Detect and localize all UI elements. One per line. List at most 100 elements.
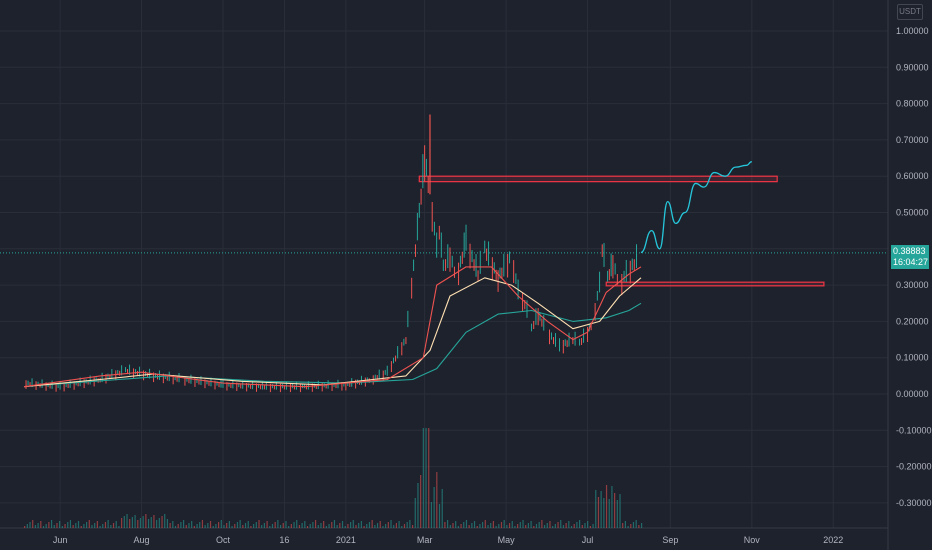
volume-bar bbox=[53, 525, 55, 528]
volume-bar bbox=[239, 520, 241, 528]
volume-bar bbox=[476, 526, 478, 528]
volume-bar bbox=[336, 525, 338, 528]
volume-bar bbox=[616, 500, 618, 528]
volume-bar bbox=[457, 526, 459, 528]
volume-bar bbox=[182, 520, 185, 528]
volume-bar bbox=[226, 523, 228, 528]
volume-bar bbox=[45, 524, 47, 528]
volume-bar bbox=[24, 526, 26, 528]
volume-bar bbox=[67, 522, 69, 528]
volume-bar bbox=[328, 524, 330, 528]
volume-bar bbox=[255, 522, 257, 528]
volume-bar bbox=[215, 524, 217, 528]
volume-bar bbox=[296, 520, 298, 528]
x-tick-label: 2021 bbox=[336, 535, 356, 545]
grid bbox=[0, 0, 888, 528]
ma-fast-line bbox=[23, 266, 642, 388]
price-badge-price: 0.38883 bbox=[893, 246, 926, 256]
volume-bar bbox=[401, 526, 403, 528]
volume-bar bbox=[59, 521, 61, 528]
volume-bar bbox=[285, 521, 287, 528]
volume-bar bbox=[425, 428, 427, 528]
volume-bar bbox=[80, 526, 82, 528]
volume-bar bbox=[191, 521, 193, 528]
volume-bar bbox=[565, 523, 567, 528]
volume-bar bbox=[395, 523, 398, 528]
volume-bar bbox=[304, 521, 306, 528]
volume-bar bbox=[99, 526, 101, 528]
volume-bar bbox=[554, 524, 556, 528]
volume-bar bbox=[503, 520, 505, 528]
volume-bar bbox=[218, 522, 220, 528]
volume-bar bbox=[88, 520, 90, 528]
volume-bar bbox=[452, 523, 454, 528]
x-tick-label: Jul bbox=[582, 535, 594, 545]
volume-bar bbox=[557, 522, 559, 528]
volume-bar bbox=[212, 526, 214, 528]
volume-bar bbox=[541, 520, 543, 528]
volume-bar bbox=[139, 518, 142, 528]
volume-bar bbox=[393, 525, 395, 528]
volume-bar bbox=[490, 523, 492, 528]
volume-bar bbox=[358, 523, 360, 528]
volume-bar bbox=[562, 525, 565, 528]
volume-bar bbox=[207, 523, 209, 528]
volume-bar bbox=[110, 525, 112, 528]
volume-bar bbox=[185, 525, 187, 528]
volume-bar bbox=[118, 526, 120, 528]
volume-bar bbox=[500, 522, 503, 528]
volume-bar bbox=[411, 525, 414, 528]
volume-bar bbox=[385, 524, 387, 528]
volume-bar bbox=[549, 521, 551, 528]
y-tick-label: 0.10000 bbox=[896, 353, 929, 363]
volume-bar bbox=[223, 525, 225, 528]
volume-bar bbox=[242, 525, 244, 528]
volume-bar bbox=[627, 526, 629, 528]
volume-bar bbox=[622, 523, 624, 528]
volume-bar bbox=[398, 521, 400, 528]
volume-bar bbox=[42, 526, 45, 528]
volume-bar bbox=[341, 521, 344, 528]
volume-bar bbox=[522, 520, 524, 528]
volume-bar bbox=[387, 522, 389, 528]
volume-bar bbox=[635, 520, 637, 528]
volume-bar bbox=[37, 523, 39, 528]
volume-bar bbox=[482, 522, 484, 528]
volume-bar bbox=[261, 525, 263, 528]
volume-bar bbox=[312, 522, 314, 528]
volume-bar bbox=[75, 523, 77, 528]
y-tick-label: 0.50000 bbox=[896, 208, 929, 218]
volume-bar bbox=[169, 523, 171, 528]
volume-bar bbox=[56, 523, 58, 528]
volume-bar bbox=[166, 519, 169, 528]
x-tick-label: Sep bbox=[662, 535, 678, 545]
volume-bar bbox=[298, 525, 301, 528]
volume-bar bbox=[177, 524, 179, 528]
volume-bar bbox=[441, 489, 443, 528]
volume-bar bbox=[26, 524, 28, 528]
volume-bar bbox=[266, 521, 268, 528]
volume-bar bbox=[32, 520, 34, 528]
volume-bar bbox=[465, 520, 468, 528]
volume-bar bbox=[473, 521, 476, 528]
volume-bar bbox=[301, 523, 303, 528]
price-candles bbox=[25, 145, 638, 393]
volume-bar bbox=[137, 520, 139, 528]
volume-bar bbox=[91, 525, 93, 528]
volume-bar bbox=[34, 525, 37, 528]
price-badge-countdown: 16:04:27 bbox=[893, 257, 929, 267]
y-tick-label: 0.80000 bbox=[896, 99, 929, 109]
volume-bar bbox=[632, 522, 635, 528]
volume-bar bbox=[355, 525, 357, 528]
volume-bar bbox=[630, 524, 632, 528]
volume-bar bbox=[247, 521, 249, 528]
volume-bar bbox=[570, 526, 573, 528]
y-tick-label: -0.10000 bbox=[896, 425, 932, 435]
volume-bar bbox=[131, 517, 133, 528]
volume-bar bbox=[463, 522, 465, 528]
currency-label[interactable]: USDT bbox=[897, 4, 923, 20]
volume-bar bbox=[293, 522, 295, 528]
volume-bar bbox=[142, 516, 144, 528]
